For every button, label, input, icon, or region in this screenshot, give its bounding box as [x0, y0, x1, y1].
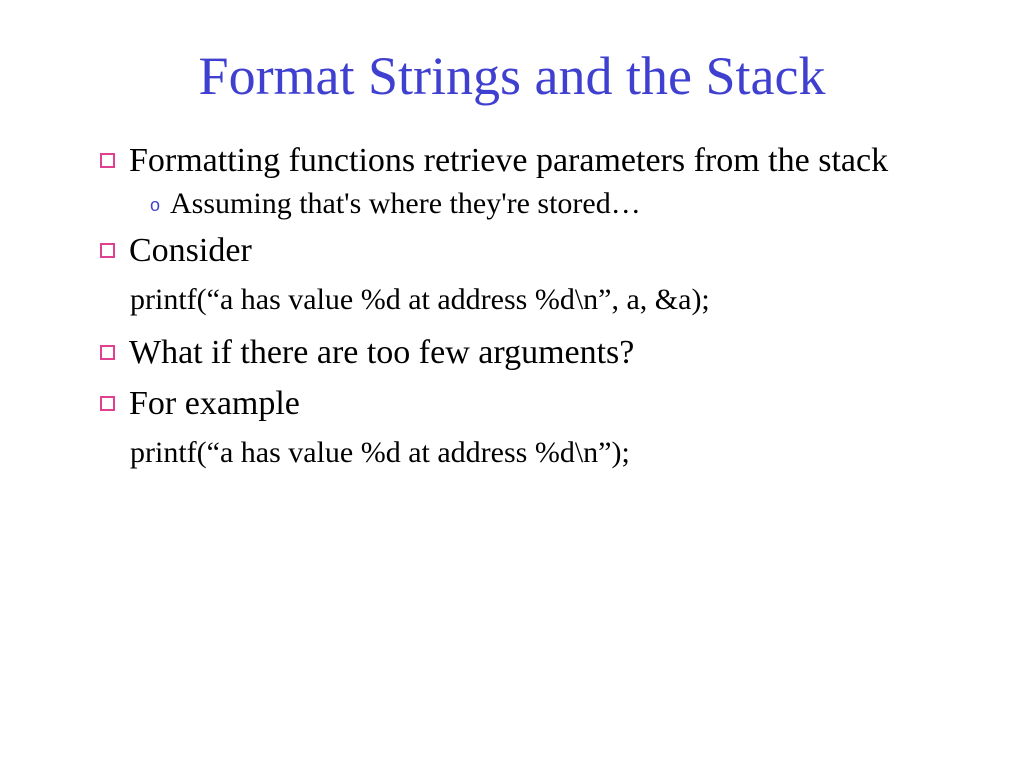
- slide-content: Formatting functions retrieve parameters…: [70, 139, 954, 470]
- bullet-text: Formatting functions retrieve parameters…: [129, 139, 888, 183]
- bullet-text: What if there are too few arguments?: [129, 331, 634, 375]
- circle-bullet-icon: o: [150, 195, 160, 216]
- code-line: printf(“a has value %d at address %d\n”,…: [130, 283, 954, 317]
- sub-bullet-item: o Assuming that's where they're stored…: [150, 187, 954, 221]
- bullet-item: For example: [100, 382, 954, 426]
- square-bullet-icon: [100, 396, 115, 411]
- bullet-text: For example: [129, 382, 300, 426]
- sub-bullet-text: Assuming that's where they're stored…: [170, 187, 641, 221]
- square-bullet-icon: [100, 153, 115, 168]
- square-bullet-icon: [100, 243, 115, 258]
- bullet-text: Consider: [129, 229, 252, 273]
- bullet-item: Consider: [100, 229, 954, 273]
- slide-title: Format Strings and the Stack: [70, 45, 954, 107]
- code-line: printf(“a has value %d at address %d\n”)…: [130, 436, 954, 470]
- bullet-item: Formatting functions retrieve parameters…: [100, 139, 954, 183]
- bullet-item: What if there are too few arguments?: [100, 331, 954, 375]
- square-bullet-icon: [100, 345, 115, 360]
